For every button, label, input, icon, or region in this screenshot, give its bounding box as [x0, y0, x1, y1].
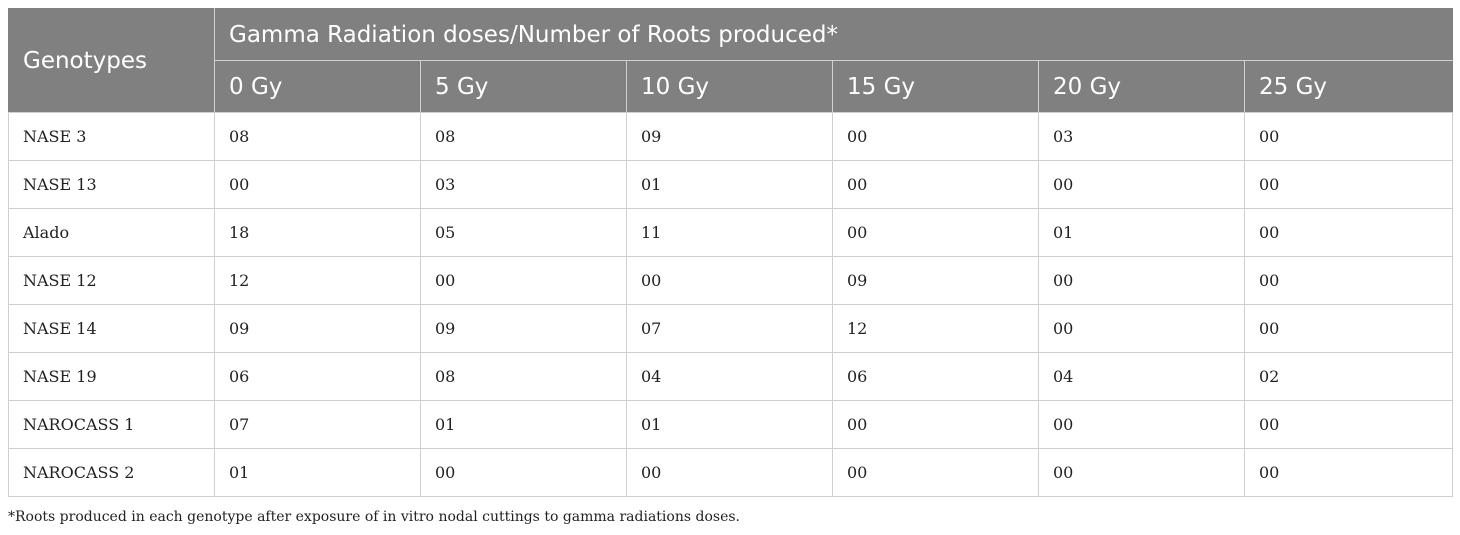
value-cell: 09: [420, 304, 627, 353]
value-cell: 01: [626, 400, 833, 449]
value-cell: 00: [420, 256, 627, 305]
genotype-cell: NASE 13: [8, 160, 215, 209]
value-cell: 00: [1243, 160, 1454, 209]
genotype-cell: NASE 14: [8, 304, 215, 353]
dose-header-5gy: 5 Gy: [420, 60, 627, 113]
table-row: Alado 18 05 11 00 01 00: [8, 208, 1454, 257]
dose-header-10gy: 10 Gy: [626, 60, 833, 113]
value-cell: 00: [1243, 256, 1454, 305]
genotype-cell: NAROCASS 2: [8, 448, 215, 497]
table-row: NASE 13 00 03 01 00 00 00: [8, 160, 1454, 209]
value-cell: 00: [626, 256, 833, 305]
value-cell: 00: [420, 448, 627, 497]
value-cell: 01: [626, 160, 833, 209]
value-cell: 00: [214, 160, 421, 209]
value-cell: 05: [420, 208, 627, 257]
header-row-group: Genotypes Gamma Radiation doses/Number o…: [8, 8, 1454, 113]
value-cell: 00: [1243, 304, 1454, 353]
value-cell: 01: [1038, 208, 1245, 257]
value-cell: 00: [1038, 304, 1245, 353]
value-cell: 00: [1243, 208, 1454, 257]
table-row: NASE 19 06 08 04 06 04 02: [8, 352, 1454, 401]
value-cell: 11: [626, 208, 833, 257]
genotype-cell: NASE 12: [8, 256, 215, 305]
dose-header-25gy: 25 Gy: [1243, 60, 1454, 113]
header-row-doses: 0 Gy 5 Gy 10 Gy 15 Gy 20 Gy 25 Gy: [9, 60, 1454, 113]
value-cell: 01: [214, 448, 421, 497]
value-cell: 04: [626, 352, 833, 401]
table-row: NASE 12 12 00 00 09 00 00: [8, 256, 1454, 305]
dose-header-15gy: 15 Gy: [832, 60, 1039, 113]
value-cell: 00: [1038, 448, 1245, 497]
roots-table: Genotypes Gamma Radiation doses/Number o…: [8, 8, 1454, 497]
value-cell: 00: [1038, 256, 1245, 305]
value-cell: 08: [214, 112, 421, 161]
value-cell: 09: [832, 256, 1039, 305]
value-cell: 03: [420, 160, 627, 209]
value-cell: 09: [214, 304, 421, 353]
genotype-cell: NASE 3: [8, 112, 215, 161]
value-cell: 12: [832, 304, 1039, 353]
value-cell: 06: [214, 352, 421, 401]
dose-header-0gy: 0 Gy: [214, 60, 421, 113]
value-cell: 00: [832, 160, 1039, 209]
value-cell: 00: [1243, 112, 1454, 161]
value-cell: 07: [214, 400, 421, 449]
value-cell: 08: [420, 352, 627, 401]
value-cell: 00: [1038, 400, 1245, 449]
genotypes-header: Genotypes: [8, 8, 215, 113]
table-row: NASE 3 08 08 09 00 03 00: [8, 112, 1454, 161]
value-cell: 00: [832, 400, 1039, 449]
value-cell: 09: [626, 112, 833, 161]
value-cell: 03: [1038, 112, 1245, 161]
table-row: NAROCASS 2 01 00 00 00 00 00: [8, 448, 1454, 497]
dose-header-20gy: 20 Gy: [1038, 60, 1245, 113]
value-cell: 07: [626, 304, 833, 353]
value-cell: 00: [1038, 160, 1245, 209]
value-cell: 00: [626, 448, 833, 497]
dose-group-header: Gamma Radiation doses/Number of Roots pr…: [213, 8, 1454, 61]
value-cell: 01: [420, 400, 627, 449]
genotype-cell: NAROCASS 1: [8, 400, 215, 449]
value-cell: 12: [214, 256, 421, 305]
table-row: NAROCASS 1 07 01 01 00 00 00: [8, 400, 1454, 449]
value-cell: 00: [832, 448, 1039, 497]
data-table-container: Genotypes Gamma Radiation doses/Number o…: [8, 8, 1454, 497]
table-row: NASE 14 09 09 07 12 00 00: [8, 304, 1454, 353]
genotype-cell: Alado: [8, 208, 215, 257]
value-cell: 00: [832, 208, 1039, 257]
value-cell: 00: [832, 112, 1039, 161]
value-cell: 08: [420, 112, 627, 161]
value-cell: 06: [832, 352, 1039, 401]
value-cell: 02: [1243, 352, 1454, 401]
value-cell: 18: [214, 208, 421, 257]
genotype-cell: NASE 19: [8, 352, 215, 401]
table-footnote: *Roots produced in each genotype after e…: [8, 509, 740, 525]
value-cell: 04: [1038, 352, 1245, 401]
value-cell: 00: [1243, 448, 1454, 497]
value-cell: 00: [1243, 400, 1454, 449]
